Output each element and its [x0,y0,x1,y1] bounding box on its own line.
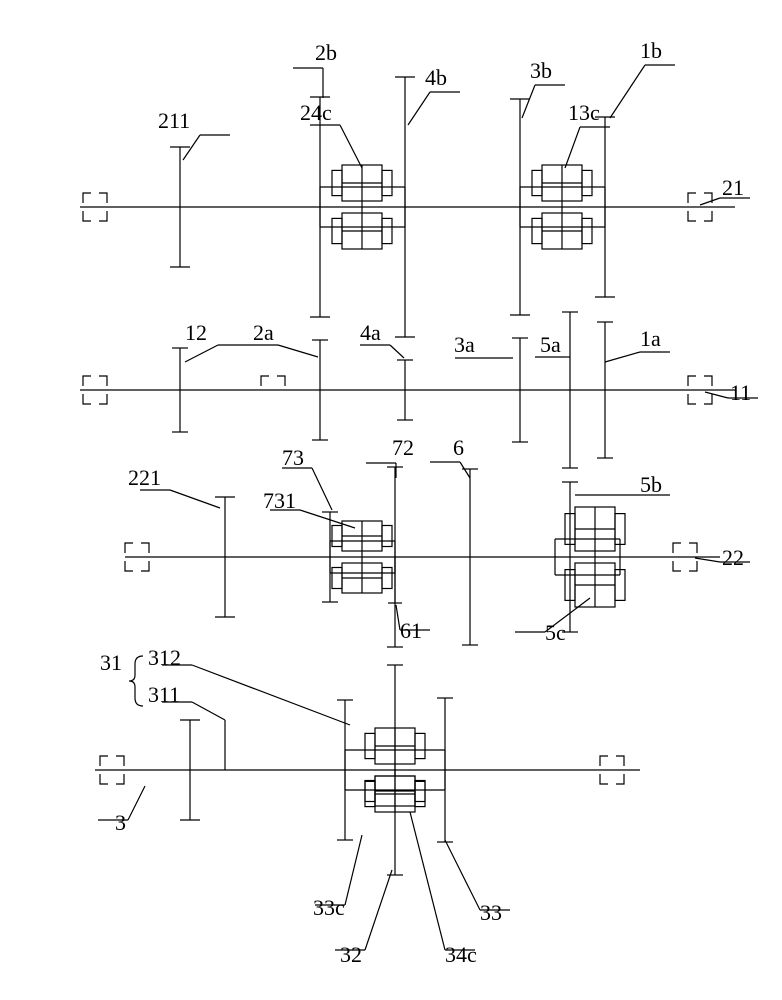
label-61: 61 [396,605,430,643]
label-text: 13c [568,100,600,125]
label-text: 3 [115,810,126,835]
label-text: 311 [148,682,180,707]
label-text: 2a [253,320,274,345]
label-1a: 1a [605,326,670,362]
label-text: 312 [148,645,181,670]
label-text: 12 [185,320,207,345]
label-text: 3a [454,332,475,357]
label-text: 5b [640,472,662,497]
label-34c: 34c [410,812,477,967]
label-12: 12 [185,320,248,362]
label-31: 31 [100,650,143,706]
label-text: 1b [640,38,662,63]
label-13c: 13c [565,100,610,168]
label-3b: 3b [522,58,565,118]
label-5c: 5c [515,598,590,645]
label-33: 33 [445,840,510,925]
label-4a: 4a [360,320,404,358]
label-text: 4b [425,65,447,90]
label-text: 5a [540,332,561,357]
label-text: 73 [282,445,304,470]
label-72: 72 [366,435,414,478]
label-11: 11 [705,380,758,405]
label-4b: 4b [408,65,460,125]
label-33c: 33c [313,835,362,920]
schematic-canvas: 2b 4b 3b 1b 211 24c 13c 21 12 2a 4a 3a 5a 1a 11 221 73 72… [0,0,782,1000]
label-731: 731 [263,488,355,528]
label-2b: 2b [293,40,337,98]
label-text: 2b [315,40,337,65]
label-text: 33c [313,895,345,920]
label-text: 11 [730,380,751,405]
label-text: 32 [340,942,362,967]
label-21: 21 [700,175,750,205]
label-311: 311 [148,682,225,720]
label-text: 221 [128,465,161,490]
label-6: 6 [430,435,470,478]
label-text: 22 [722,545,744,570]
label-211: 211 [158,108,230,160]
label-text: 31 [100,650,122,675]
label-1b: 1b [610,38,675,118]
label-text: 33 [480,900,502,925]
label-text: 211 [158,108,190,133]
label-text: 72 [392,435,414,460]
bearing [261,376,285,386]
label-text: 4a [360,320,381,345]
label-text: 1a [640,326,661,351]
label-3: 3 [98,786,145,835]
label-5a: 5a [535,332,570,357]
label-text: 24c [300,100,332,125]
label-221: 221 [128,465,220,508]
label-text: 6 [453,435,464,460]
label-3a: 3a [454,332,513,358]
label-text: 731 [263,488,296,513]
label-5b: 5b [575,472,670,497]
label-2a: 2a [248,320,318,357]
label-24c: 24c [300,100,362,168]
label-text: 21 [722,175,744,200]
label-text: 34c [445,942,477,967]
label-text: 3b [530,58,552,83]
